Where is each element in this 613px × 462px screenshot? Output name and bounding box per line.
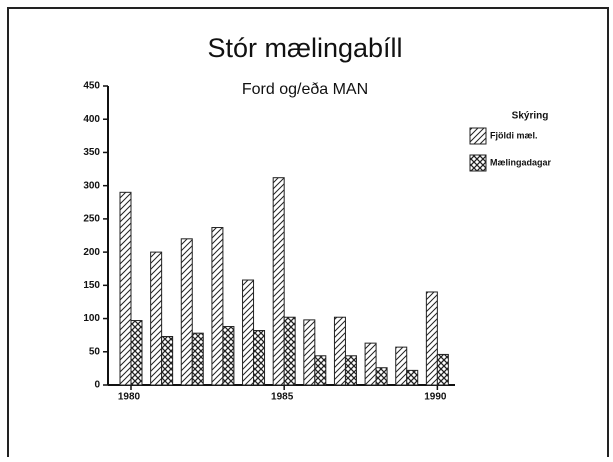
bar [242,279,255,386]
legend-swatch [469,127,487,145]
chart-title: Stór mælingabíll [207,33,402,63]
bar [436,353,449,386]
bar [344,355,357,386]
y-tick-label: 0 [94,380,100,391]
legend-swatch [469,154,487,172]
bar [395,346,408,386]
legend-title: Skýring [512,111,549,122]
bar [222,326,235,386]
bar [211,227,224,386]
bar [406,369,419,386]
y-tick-label: 350 [83,147,100,158]
bar [180,238,193,386]
bar [314,355,327,386]
y-tick-label: 400 [83,114,100,125]
bar [375,367,388,386]
x-tick-label: 1980 [118,392,141,403]
bar [191,332,204,386]
bar [364,342,377,386]
bar [283,316,296,386]
bar [425,291,438,386]
y-tick-label: 250 [83,214,100,225]
y-tick-label: 150 [83,280,100,291]
bar [130,320,143,386]
bar [303,319,316,386]
legend-label: Fjöldi mæl. [490,130,538,140]
bar [119,191,132,386]
x-tick-label: 1985 [271,392,294,403]
y-tick-label: 300 [83,180,100,191]
chart-subtitle: Ford og/eða MAN [242,81,368,98]
bar [272,177,285,386]
legend-label: Mælingadagar [490,157,552,167]
y-tick-label: 50 [89,346,101,357]
x-tick-label: 1990 [424,392,447,403]
bar [161,335,174,386]
bar [333,316,346,386]
bar [253,330,266,386]
y-tick-label: 100 [83,313,100,324]
y-tick-label: 450 [83,81,100,92]
bar [150,251,163,386]
y-tick-label: 200 [83,247,100,258]
